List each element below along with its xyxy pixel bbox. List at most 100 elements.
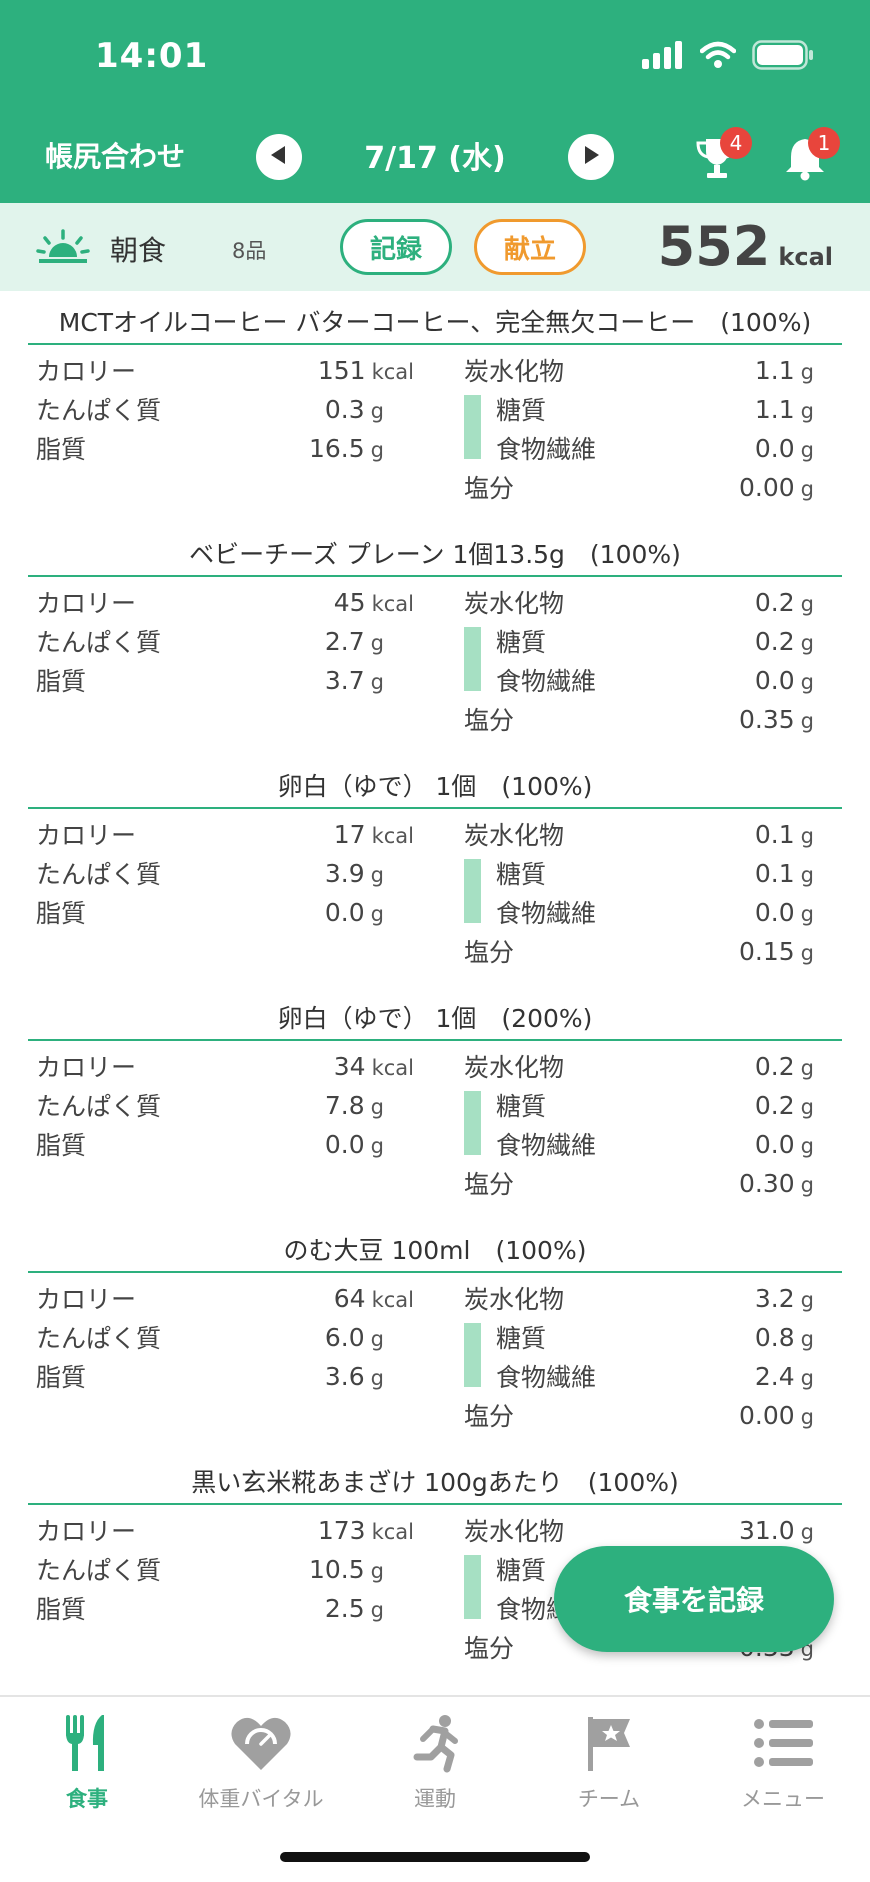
bottom-tab-bar: 食事 体重バイタル 運動 チーム メニュー (0, 1695, 870, 1882)
fat-value-group: 0.0 g (325, 898, 384, 927)
prev-day-button[interactable] (256, 134, 302, 180)
sugar-row: 糖質 0.2 g (464, 622, 814, 660)
fiber-row: 食物繊維 0.0 g (464, 429, 814, 467)
calorie-value: 34 (333, 1051, 366, 1081)
gram-unit: g (370, 862, 384, 887)
sub-nutrient-bar (464, 1323, 481, 1387)
protein-row: たんぱく質 10.5 g (0, 1550, 420, 1588)
fiber-row: 食物繊維 0.0 g (464, 661, 814, 699)
food-item[interactable]: ベビーチーズ プレーン 1個13.5g (100%) カロリー 45 kcal た… (0, 523, 870, 755)
protein-value: 10.5 (308, 1554, 365, 1584)
fiber-label: 食物繊維 (496, 1363, 597, 1392)
sugar-row: 糖質 0.8 g (464, 1318, 814, 1356)
sugar-label: 糖質 (496, 1556, 547, 1585)
fiber-row: 食物繊維 0.0 g (464, 893, 814, 931)
food-title[interactable]: 卵白（ゆで） 1個 (100%) (277, 772, 593, 801)
tab-exercise[interactable]: 運動 (348, 1709, 522, 1819)
notification-badge: 1 (808, 127, 840, 159)
calorie-row: カロリー 151 kcal (0, 351, 420, 389)
food-title[interactable]: 卵白（ゆで） 1個 (200%) (277, 1004, 593, 1033)
tab-menu[interactable]: メニュー (696, 1709, 870, 1819)
sugar-value-group: 0.1 g (755, 859, 814, 888)
menu-plan-button[interactable]: 献立 (474, 219, 586, 275)
fiber-value: 0.0 (754, 1129, 795, 1159)
tab-meal[interactable]: 食事 (0, 1709, 174, 1819)
gram-unit: g (370, 669, 384, 694)
salt-value: 0.15 (738, 936, 795, 966)
gram-unit: g (370, 1597, 384, 1622)
carbs-row: 炭水化物 31.0 g (464, 1511, 814, 1549)
carbs-value-group: 0.2 g (755, 1052, 814, 1081)
carbs-row: 炭水化物 0.2 g (464, 1047, 814, 1085)
page-title[interactable]: 帳尻合わせ (45, 140, 186, 173)
wifi-icon (699, 41, 737, 73)
carbs-label: 炭水化物 (464, 357, 565, 386)
sugar-value-group: 0.2 g (755, 627, 814, 656)
food-title[interactable]: のむ大豆 100ml (100%) (283, 1236, 587, 1265)
sugar-value: 1.1 (754, 394, 795, 424)
calorie-label: カロリー (36, 357, 137, 386)
protein-row: たんぱく質 6.0 g (0, 1318, 420, 1356)
fat-value: 0.0 (324, 1129, 365, 1159)
trophy-button[interactable]: 4 (690, 127, 752, 187)
gram-unit: g (800, 398, 814, 423)
salt-label: 塩分 (464, 1402, 515, 1431)
sugar-value: 0.2 (754, 1090, 795, 1120)
tab-weight-vital[interactable]: 体重バイタル (174, 1709, 348, 1819)
carbs-row: 炭水化物 1.1 g (464, 351, 814, 389)
food-divider (28, 575, 842, 577)
calorie-value-group: 45 kcal (334, 588, 414, 617)
gram-unit: g (800, 862, 814, 887)
fat-value-group: 16.5 g (309, 434, 384, 463)
fat-label: 脂質 (36, 1363, 87, 1392)
protein-value-group: 3.9 g (325, 859, 384, 888)
food-title[interactable]: ベビーチーズ プレーン 1個13.5g (100%) (189, 540, 681, 569)
heart-scale-icon (226, 1709, 296, 1777)
carbs-value: 0.2 (754, 1051, 795, 1081)
protein-value: 6.0 (324, 1322, 365, 1352)
salt-label: 塩分 (464, 1634, 515, 1663)
food-title[interactable]: MCTオイルコーヒー バターコーヒー、完全無欠コーヒー (100%) (58, 308, 812, 337)
fat-label: 脂質 (36, 1595, 87, 1624)
record-button[interactable]: 記録 (340, 219, 452, 275)
next-day-button[interactable] (568, 134, 614, 180)
calorie-label: カロリー (36, 821, 137, 850)
fat-label: 脂質 (36, 899, 87, 928)
calorie-value: 17 (333, 819, 366, 849)
salt-value-group: 0.35 g (739, 705, 814, 734)
trophy-badge: 4 (720, 127, 752, 159)
carbs-value-group: 1.1 g (755, 356, 814, 385)
food-item[interactable]: MCTオイルコーヒー バターコーヒー、完全無欠コーヒー (100%) カロリー … (0, 291, 870, 523)
calorie-value-group: 151 kcal (318, 356, 414, 385)
fat-row: 脂質 3.6 g (0, 1357, 420, 1395)
calorie-label: カロリー (36, 589, 137, 618)
gram-unit: g (800, 359, 814, 384)
fat-value-group: 2.5 g (325, 1594, 384, 1623)
carbs-label: 炭水化物 (464, 589, 565, 618)
gram-unit: g (370, 901, 384, 926)
protein-value-group: 10.5 g (309, 1555, 384, 1584)
sugar-row: 糖質 1.1 g (464, 390, 814, 428)
sugar-value: 0.8 (754, 1322, 795, 1352)
tab-team[interactable]: チーム (522, 1709, 696, 1819)
carbs-value: 1.1 (754, 355, 795, 385)
sugar-row: 糖質 0.2 g (464, 1086, 814, 1124)
gram-unit: g (370, 630, 384, 655)
record-meal-fab[interactable]: 食事を記録 (554, 1546, 834, 1652)
kcal-unit: kcal (371, 1055, 414, 1080)
protein-row: たんぱく質 0.3 g (0, 390, 420, 428)
notification-button[interactable]: 1 (778, 127, 840, 187)
salt-row: 塩分 0.30 g (464, 1164, 814, 1202)
food-item[interactable]: 卵白（ゆで） 1個 (100%) カロリー 17 kcal たんぱく質 3.9 g … (0, 755, 870, 987)
status-bar: 14:01 (0, 0, 870, 115)
date-label[interactable]: 7/17 (水) (364, 141, 506, 176)
calorie-row: カロリー 45 kcal (0, 583, 420, 621)
food-item[interactable]: 卵白（ゆで） 1個 (200%) カロリー 34 kcal たんぱく質 7.8 g … (0, 987, 870, 1219)
fork-knife-icon (52, 1709, 122, 1777)
salt-value: 0.00 (738, 472, 795, 502)
food-title[interactable]: 黒い玄米糀あまざけ 100gあたり (100%) (191, 1468, 679, 1497)
food-item[interactable]: のむ大豆 100ml (100%) カロリー 64 kcal たんぱく質 6.0 g… (0, 1219, 870, 1451)
calorie-label: カロリー (36, 1053, 137, 1082)
salt-label: 塩分 (464, 1170, 515, 1199)
salt-value: 0.35 (738, 704, 795, 734)
